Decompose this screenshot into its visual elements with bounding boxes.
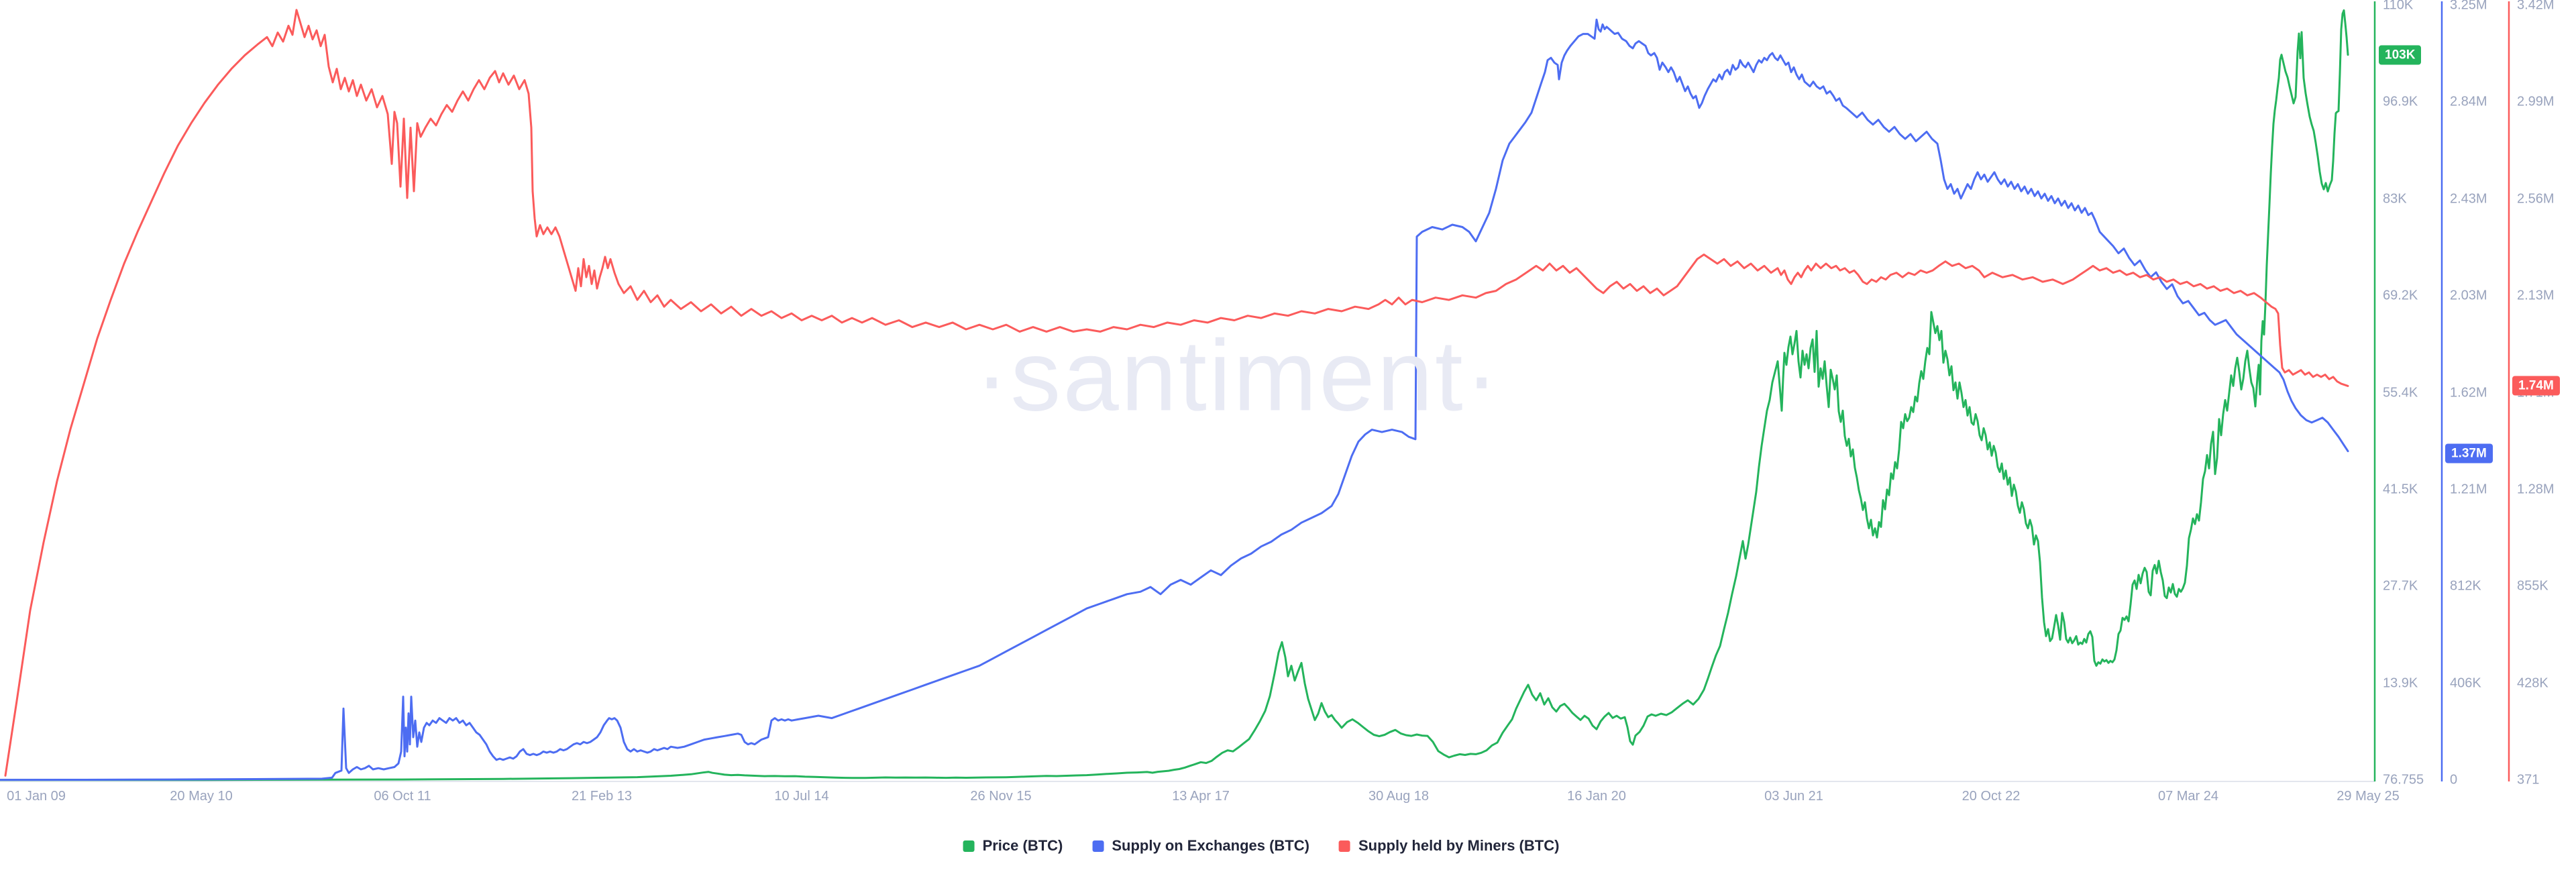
legend-label-supply-held-by-miners-btc: Supply held by Miners (BTC) xyxy=(1358,837,1560,854)
y-tick-miners-7: 428K xyxy=(2517,675,2548,691)
y-tick-price-7: 13.9K xyxy=(2383,675,2418,691)
y-tick-exchanges-0: 3.25M xyxy=(2450,0,2487,13)
y-tick-exchanges-7: 406K xyxy=(2450,675,2481,691)
y-tick-exchanges-1: 2.84M xyxy=(2450,94,2487,109)
legend-label-price-btc: Price (BTC) xyxy=(982,837,1063,854)
x-tick-7: 30 Aug 18 xyxy=(1368,789,1430,804)
x-tick-2: 06 Oct 11 xyxy=(374,789,431,804)
value-badge-price: 103K xyxy=(2379,45,2422,65)
x-tick-3: 21 Feb 13 xyxy=(571,789,633,804)
y-tick-price-5: 41.5K xyxy=(2383,482,2418,497)
x-tick-8: 16 Jan 20 xyxy=(1567,789,1626,804)
x-tick-9: 03 Jun 21 xyxy=(1764,789,1823,804)
y-tick-exchanges-3: 2.03M xyxy=(2450,288,2487,303)
x-tick-12: 29 May 25 xyxy=(2337,789,2400,804)
x-tick-4: 10 Jul 14 xyxy=(774,789,829,804)
y-tick-miners-6: 855K xyxy=(2517,578,2548,594)
y-tick-miners-0: 3.42M xyxy=(2517,0,2555,13)
value-badge-miners: 1.74M xyxy=(2512,376,2560,396)
y-tick-exchanges-4: 1.62M xyxy=(2450,385,2487,400)
y-tick-exchanges-5: 1.21M xyxy=(2450,482,2487,497)
y-tick-miners-2: 2.56M xyxy=(2517,191,2555,207)
y-tick-price-0: 110K xyxy=(2383,0,2414,13)
legend-swatch-supply-held-by-miners-btc xyxy=(1338,840,1350,852)
series-line-supply-on-exchanges-btc[interactable] xyxy=(0,18,2349,781)
legend: Price (BTC) Supply on Exchanges (BTC) Supp… xyxy=(963,837,1560,855)
y-tick-miners-5: 1.28M xyxy=(2517,482,2555,497)
y-tick-exchanges-6: 812K xyxy=(2450,578,2481,594)
y-tick-miners-8: 371 xyxy=(2517,772,2540,787)
x-tick-6: 13 Apr 17 xyxy=(1172,789,1230,804)
legend-swatch-supply-on-exchanges-btc xyxy=(1092,840,1104,852)
x-tick-5: 26 Nov 15 xyxy=(970,789,1032,804)
series-line-supply-held-by-miners-btc[interactable] xyxy=(4,9,2349,777)
x-tick-10: 20 Oct 22 xyxy=(1962,789,2021,804)
y-tick-exchanges-8: 0 xyxy=(2450,772,2458,787)
series-line-price-btc[interactable] xyxy=(0,9,2349,781)
legend-item-supply-on-exchanges-btc[interactable]: Supply on Exchanges (BTC) xyxy=(1092,837,1309,855)
y-tick-miners-1: 2.99M xyxy=(2517,94,2555,109)
watermark: ·santiment· xyxy=(975,319,1501,432)
y-tick-miners-3: 2.13M xyxy=(2517,288,2555,303)
legend-item-supply-held-by-miners-btc[interactable]: Supply held by Miners (BTC) xyxy=(1338,837,1560,855)
y-tick-price-3: 69.2K xyxy=(2383,288,2418,303)
value-badge-exchanges: 1.37M xyxy=(2445,443,2493,464)
y-tick-price-8: 76.755 xyxy=(2383,772,2424,787)
x-tick-1: 20 May 10 xyxy=(170,789,233,804)
legend-swatch-price-btc xyxy=(963,840,975,852)
x-tick-0: 01 Jan 09 xyxy=(7,789,66,804)
y-tick-price-2: 83K xyxy=(2383,191,2407,207)
legend-label-supply-on-exchanges-btc: Supply on Exchanges (BTC) xyxy=(1112,837,1309,854)
y-tick-price-1: 96.9K xyxy=(2383,94,2418,109)
legend-item-price-btc[interactable]: Price (BTC) xyxy=(963,837,1063,855)
y-tick-price-6: 27.7K xyxy=(2383,578,2418,594)
y-tick-exchanges-2: 2.43M xyxy=(2450,191,2487,207)
x-tick-11: 07 Mar 24 xyxy=(2157,789,2219,804)
y-tick-price-4: 55.4K xyxy=(2383,385,2418,400)
